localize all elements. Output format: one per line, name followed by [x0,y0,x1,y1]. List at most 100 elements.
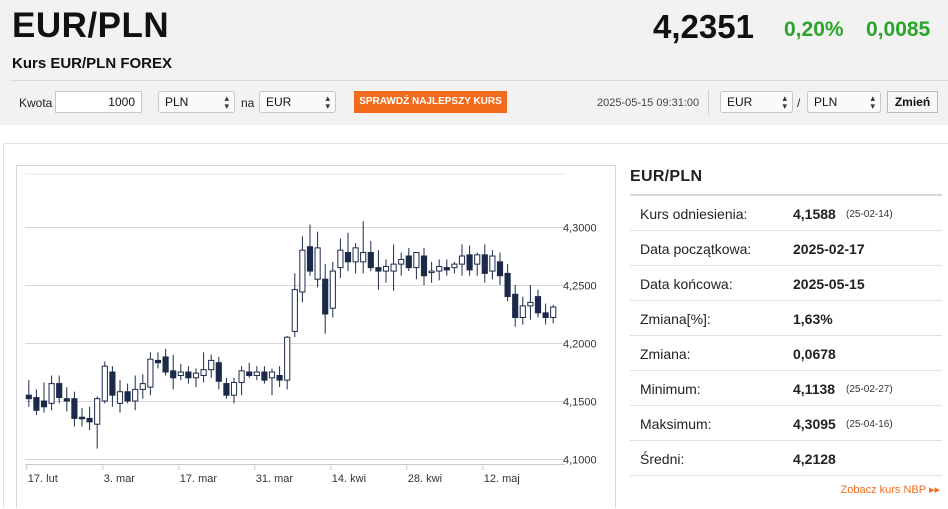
candle-body [124,391,131,402]
candle-body [504,272,511,298]
stats-row-label: Minimum: [640,381,701,397]
candle-body [223,383,230,396]
select-arrows-icon: ▴ ▾ [325,93,330,111]
base-currency-value: EUR [727,95,753,109]
base-currency-select[interactable]: EUR ▴ ▾ [720,91,793,113]
stats-row-value: 2025-05-15 [793,276,865,292]
stats-row-value: 4,3095 [793,416,836,432]
candle-body [352,247,359,263]
stats-row: Zmiana: 0,0678 [630,336,942,371]
candle-body [542,312,549,318]
y-tick-label: 4,2500 [563,281,597,293]
from-currency-select[interactable]: PLN ▴ ▾ [158,91,235,113]
stats-row-label: Zmiana: [640,346,691,362]
candle-body [132,388,139,402]
stats-row-value: 0,0678 [793,346,836,362]
candle-body [215,362,222,382]
candle-body [230,381,238,396]
candlestick-chart: 4,3000 4,2500 4,2000 4,1500 4,1000 17. lut 3. … [25,173,597,485]
stats-row: Data końcowa: 2025-05-15 [630,266,942,301]
y-tick-label: 4,3000 [563,223,597,235]
quote-header: EUR/PLN Kurs EUR/PLN FOREX 4,2351 0,20% … [0,0,948,125]
pair-subtitle: Kurs EUR/PLN FOREX [12,55,173,72]
stats-row: Zmiana[%]: 1,63% [630,301,942,336]
content-card [3,143,948,508]
candle-body [33,397,40,411]
candle-body [428,270,435,274]
candle-body [481,254,488,274]
candle-body [86,417,93,423]
stats-row-label: Data końcowa: [640,276,733,292]
candle-body [390,263,397,272]
candle-body [246,371,253,376]
candle-body [162,356,169,373]
candle-body [291,289,298,332]
candle-body [177,371,184,376]
candle-body [367,252,374,269]
candle-body [101,365,108,402]
stats-row-date: (25-02-27) [846,384,893,395]
candle-body [360,252,367,263]
stats-row: Data początkowa: 2025-02-17 [630,231,942,266]
candle-body [458,255,466,265]
candle-body [40,400,48,408]
stats-row: Maksimum: 4,3095 (25-04-16) [630,406,942,441]
candle-body [109,371,116,396]
candle-body [94,398,101,425]
candle-body [268,371,276,379]
candle-body [238,370,245,383]
stats-row-label: Data początkowa: [640,241,752,257]
candle-body [147,358,154,388]
x-tick-label: 12. maj [484,473,520,485]
x-tick-label: 31. mar [256,473,294,485]
candle-body [405,255,412,269]
stats-row-label: Maksimum: [640,416,712,432]
candle-body [284,336,291,381]
quote-currency-select[interactable]: PLN ▴ ▾ [807,91,881,113]
candle-body [466,254,473,271]
stats-row-label: Zmiana[%]: [640,311,711,327]
candle-body [192,372,200,379]
candle-body [48,383,55,404]
candle-body [375,267,382,272]
quote-timestamp: 2025-05-15 09:31:00 [597,97,700,109]
stats-title: EUR/PLN [630,168,703,185]
toolbar-divider [708,90,709,115]
x-tick-label: 17. lut [28,473,58,485]
candle-body [322,278,329,315]
candle-body [329,270,336,309]
stats-divider [630,194,942,196]
stats-row-value: 2025-02-17 [793,241,865,257]
y-tick-label: 4,1000 [563,455,597,467]
pair-separator: / [797,96,801,110]
stats-row: Kurs odniesienia: 4,1588 (25-02-14) [630,196,942,231]
candle-body [436,265,443,272]
select-arrows-icon: ▴ ▾ [782,93,787,111]
candle-body [443,267,450,271]
amount-label: Kwota [19,96,53,110]
to-currency-value: EUR [266,95,292,109]
candle-body [139,383,146,390]
candle-body [451,263,458,269]
candle-body [56,383,63,399]
to-label: na [241,96,255,110]
candle-body [208,359,215,371]
candle-body [314,247,321,280]
amount-input[interactable]: 1000 [55,91,142,113]
change-pair-button[interactable]: Zmień [887,91,938,113]
candle-body [413,252,420,269]
candle-body [154,359,162,364]
stats-row-value: 1,63% [793,311,833,327]
x-tick-label: 3. mar [104,473,136,485]
candle-body [63,398,70,402]
candle-body [398,258,405,265]
nbp-rate-link[interactable]: Zobacz kurs NBP ▸▸ [840,484,940,496]
candle-body [276,374,283,381]
candle-body [420,255,428,277]
stats-row-label: Kurs odniesienia: [640,206,748,222]
to-currency-select[interactable]: EUR ▴ ▾ [259,91,336,113]
check-best-rate-button[interactable]: SPRAWDŹ NAJLEPSZY KURS [354,91,507,113]
from-currency-value: PLN [165,95,189,109]
stats-row: Minimum: 4,1138 (25-02-27) [630,371,942,406]
stats-row-label: Średni: [640,451,685,467]
